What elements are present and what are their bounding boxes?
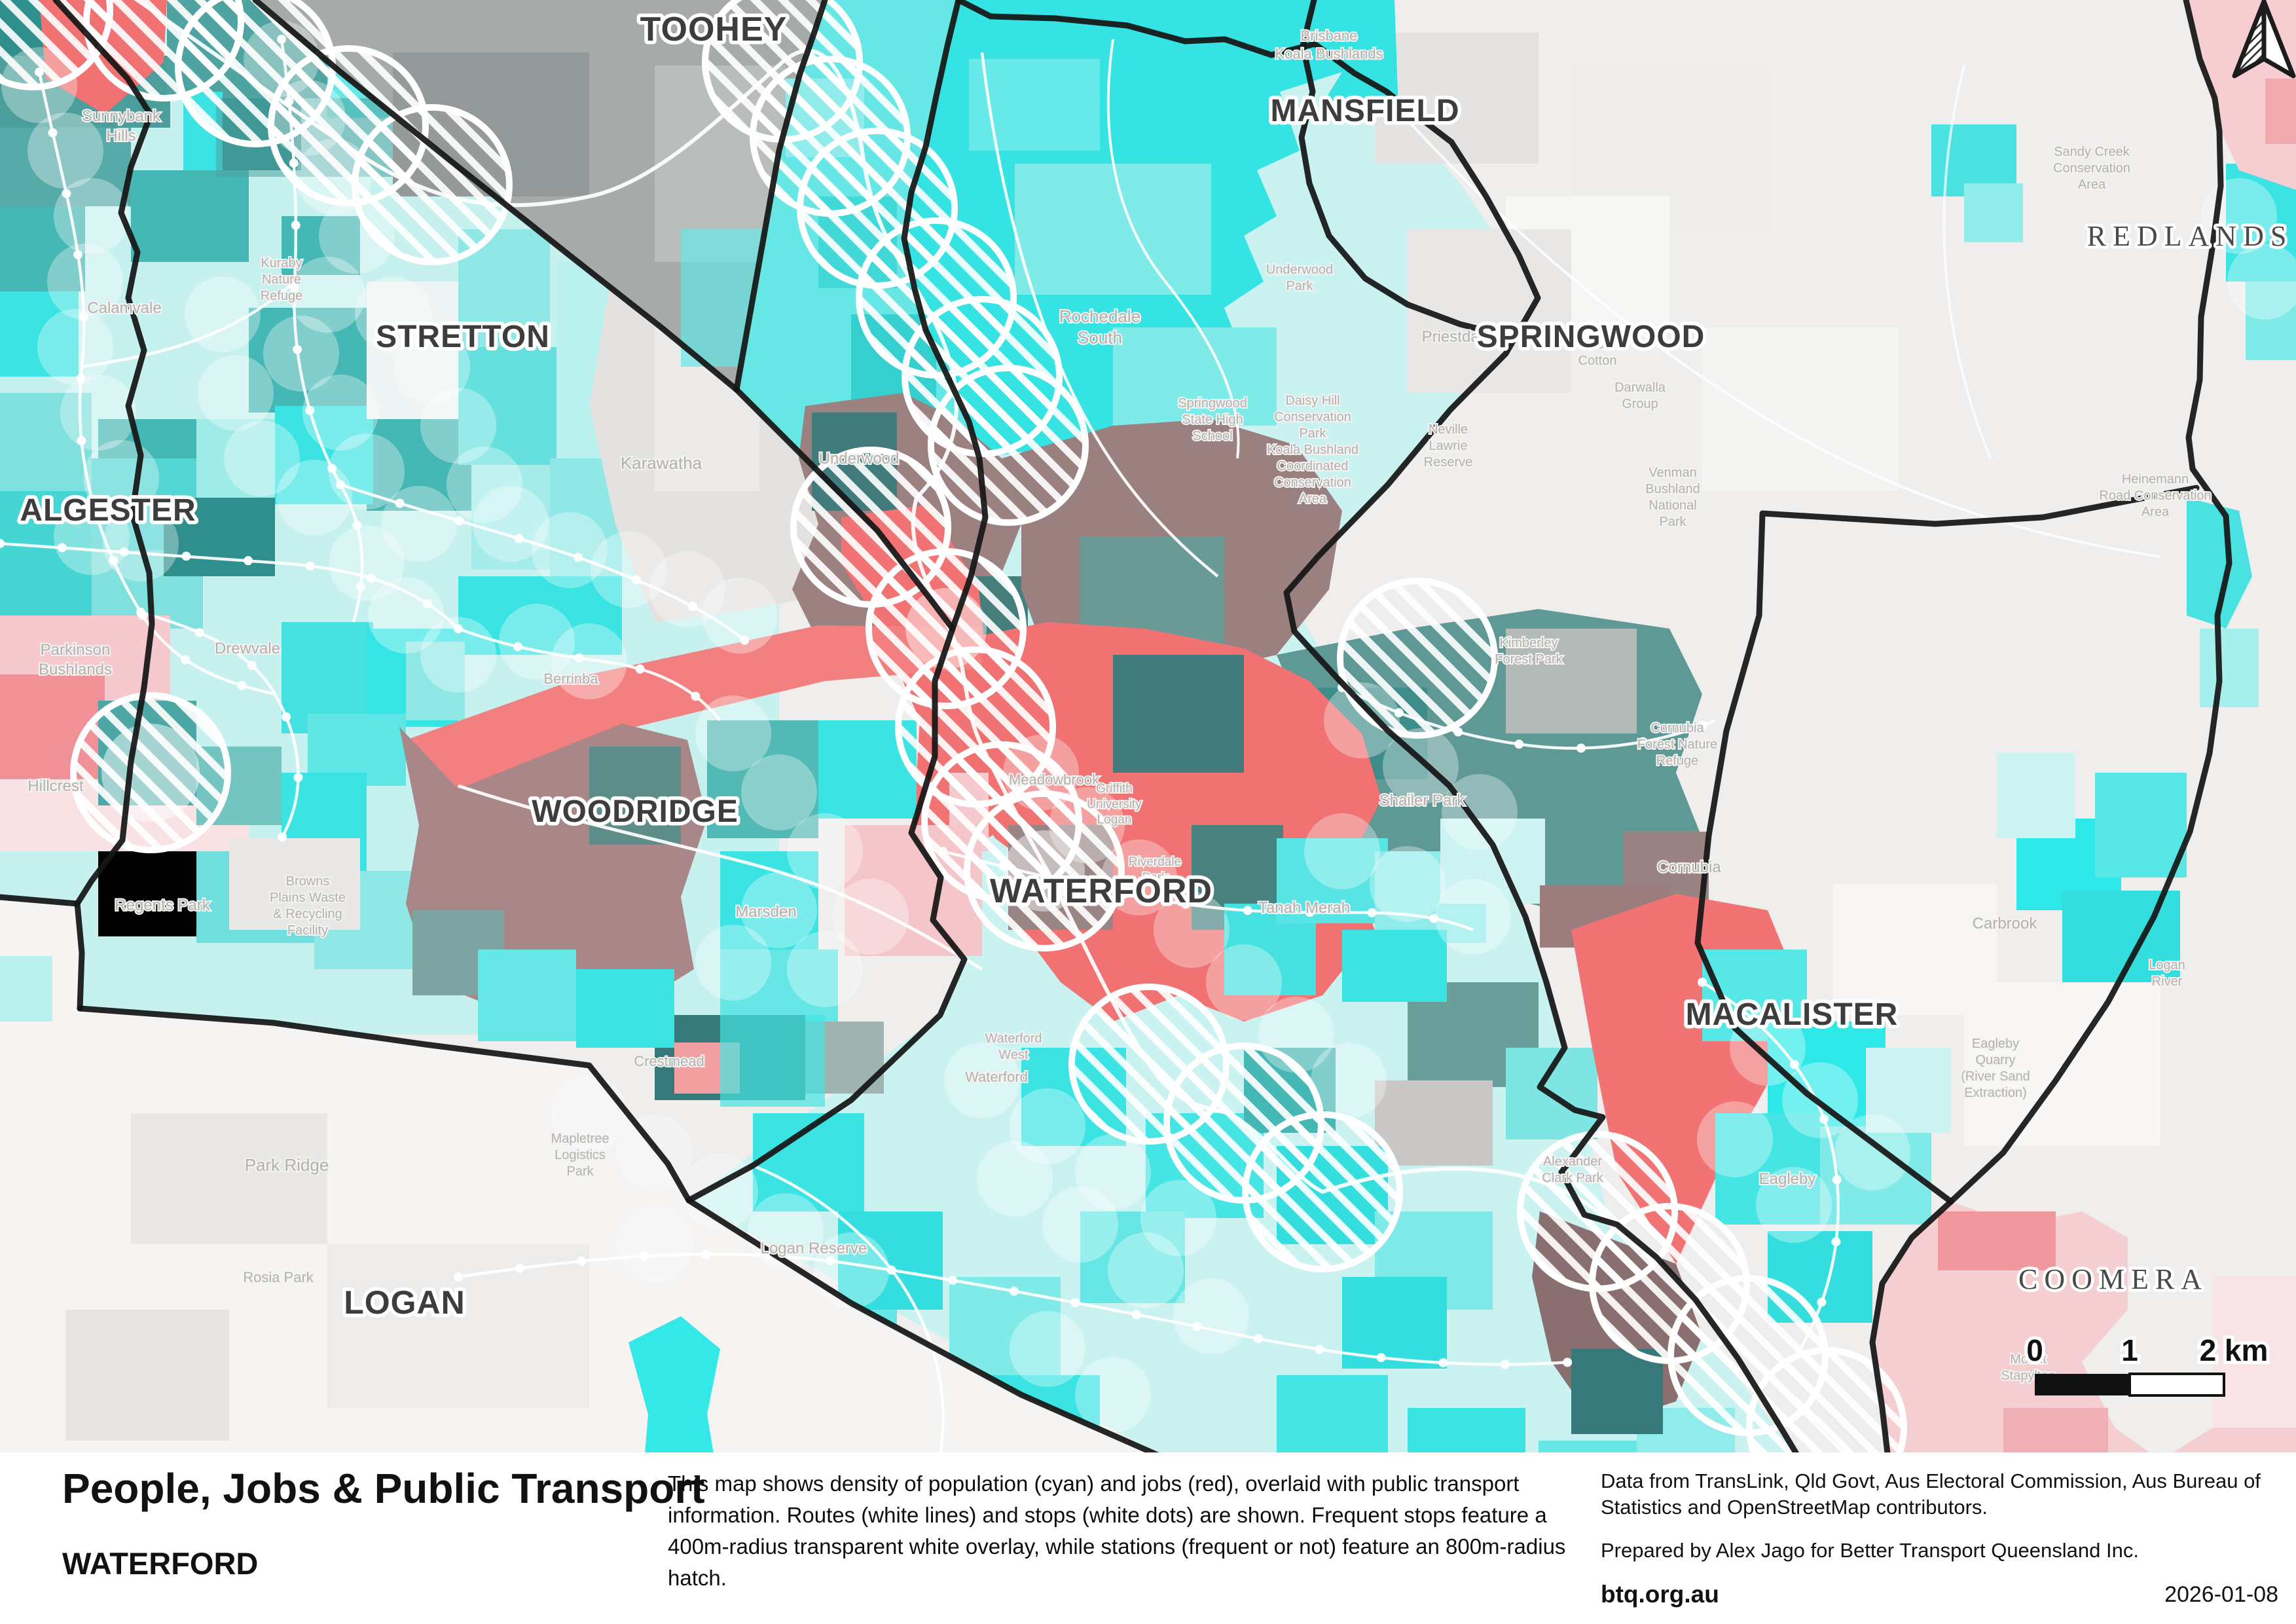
- map-date: 2026-01-08: [2164, 1582, 2278, 1607]
- electorate-boundaries-layer: [0, 0, 2232, 1496]
- basemap-label: Riverdale Park: [1129, 855, 1181, 885]
- basemap-label: Waterford West: [985, 1031, 1042, 1062]
- basemap-label: Marsden: [735, 903, 796, 921]
- basemap-label: Drewvale: [215, 640, 280, 657]
- page-subtitle: WATERFORD: [62, 1546, 259, 1581]
- footer-panel: People, Jobs & Public Transport WATERFOR…: [0, 1452, 2296, 1624]
- basemap-label: Underwood: [819, 450, 900, 468]
- basemap-label: Parkinson Bushlands: [39, 641, 112, 678]
- basemap-label: Cornubia Forest Nature Refuge: [1637, 721, 1717, 768]
- basemap-label: Venman Bushland National Park: [1645, 466, 1700, 529]
- electorate-label-macalister: MACALISTER: [1686, 997, 1899, 1032]
- basemap-label: Eagleby: [1759, 1170, 1816, 1188]
- basemap-label: Daisy Hill Conservation Park Koala Bushland…: [1267, 394, 1358, 506]
- basemap-label: Cornubia: [1657, 858, 1721, 876]
- basemap-label: Kuraby Nature Refuge: [261, 256, 303, 303]
- north-arrow-icon: [2232, 0, 2296, 79]
- basemap-label: Brisbane Koala Bushlands: [1275, 28, 1383, 62]
- basemap-label: Regents Park: [115, 896, 210, 914]
- basemap-label: Karawatha: [621, 453, 702, 473]
- electorate-label-springwood: SPRINGWOOD: [1477, 320, 1705, 354]
- electorate-label-woodridge: WOODRIDGE: [532, 794, 738, 829]
- website-link[interactable]: btq.org.au: [1601, 1581, 1719, 1608]
- basemap-label: Underwood Park: [1266, 263, 1333, 293]
- basemap-label: Logan Reserve: [761, 1240, 867, 1257]
- basemap-label: Priestdale: [1422, 328, 1492, 346]
- electorate-label-toohey: TOOHEY: [640, 10, 788, 48]
- basemap-label: Eagleby Quarry (River Sand Extraction): [1961, 1037, 2030, 1100]
- scale-label-1: 1: [2121, 1333, 2138, 1367]
- basemap-label: Griffith University Logan: [1087, 782, 1142, 827]
- basemap-label: Neville Lawrie Reserve: [1424, 422, 1472, 470]
- basemap-label: Hillcrest: [27, 777, 84, 795]
- map-description: This map shows density of population (cy…: [668, 1471, 1566, 1590]
- electorate-label-mansfield: MANSFIELD: [1271, 94, 1460, 128]
- data-attribution: Data from TransLink, Qld Govt, Aus Elect…: [1601, 1469, 2261, 1519]
- basemap-label: Shailer Park: [1379, 792, 1466, 809]
- electorate-label-coomera: COOMERA: [2018, 1263, 2208, 1295]
- basemap-label: Springwood State High School: [1178, 396, 1247, 443]
- scale-bar-black-segment: [2035, 1374, 2130, 1395]
- basemap-label: Calamvale: [87, 299, 161, 317]
- electorate-label-stretton: STRETTON: [376, 320, 550, 354]
- electorate-label-logan: LOGAN: [344, 1284, 465, 1321]
- basemap-label: Crestmead: [634, 1053, 704, 1069]
- basemap-label: Rosia Park: [243, 1269, 314, 1285]
- electorate-label-redlands: REDLANDS: [2087, 220, 2293, 252]
- prepared-by: Prepared by Alex Jago for Better Transpo…: [1601, 1539, 2139, 1562]
- basemap-label: Waterford: [965, 1069, 1028, 1085]
- basemap-label: Browns Plains Waste & Recycling Facility: [270, 874, 346, 938]
- basemap-label: Berrinba: [543, 671, 598, 687]
- basemap-label: Sunnybank Hills: [82, 107, 161, 145]
- basemap-label: Tanah Merah: [1258, 899, 1350, 917]
- scale-bar: 0 1 2 km: [2023, 1330, 2271, 1397]
- basemap-label: Mapletree Logistics Park: [551, 1132, 610, 1179]
- basemap-label: Mount Cotton: [1578, 337, 1617, 368]
- page-title: People, Jobs & Public Transport: [62, 1465, 705, 1512]
- frequent-stop-overlays-layer: [1, 21, 2296, 1433]
- basemap-label: Heinemann Road Conservation Area: [2099, 472, 2211, 519]
- basemap-label: Park Ridge: [245, 1155, 329, 1175]
- scale-bar-white-segment: [2128, 1373, 2225, 1397]
- basemap-label: Logan River: [2149, 958, 2185, 989]
- basemap-label: Carbrook: [1973, 915, 2038, 932]
- basemap-label: Meadowbrook: [1009, 771, 1100, 788]
- basemap-label: Sandy Creek Conservation Area: [2053, 145, 2130, 192]
- basemap-label: Darwalla Group: [1614, 380, 1666, 411]
- electorate-labels-layer: TOOHEY MANSFIELD STRETTON SPRINGWOOD REDLAND…: [16, 7, 2293, 1325]
- electorate-label-waterford: WATERFORD: [990, 872, 1212, 910]
- basemap-label: Alexander Clark Park: [1542, 1154, 1603, 1185]
- electorate-label-algester: ALGESTER: [20, 493, 196, 528]
- basemap-label: Kimberley Forest Park: [1495, 636, 1563, 667]
- scale-label-2km: 2 km: [2200, 1333, 2269, 1367]
- scale-label-0: 0: [2026, 1333, 2043, 1367]
- basemap-label: Rochedale South: [1059, 306, 1140, 348]
- basemap-labels-layer: Sunnybank Hills Calamvale Kuraby Nature Refug…: [26, 26, 2212, 1384]
